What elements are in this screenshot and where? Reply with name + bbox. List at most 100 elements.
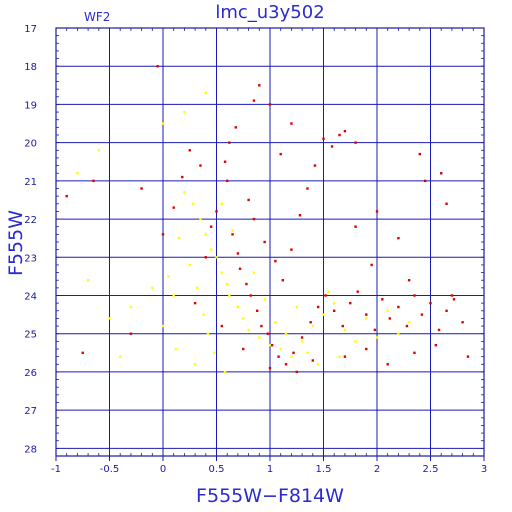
scatter-point <box>356 290 359 293</box>
scatter-point <box>206 332 210 335</box>
scatter-point <box>461 321 464 324</box>
y-tick-label: 25 <box>24 330 37 341</box>
scatter-point <box>370 263 373 267</box>
scatter-point <box>316 305 320 309</box>
scatter-point <box>238 267 242 270</box>
scatter-point <box>220 271 224 274</box>
scatter-point <box>204 256 207 259</box>
scatter-point <box>375 336 379 339</box>
scatter-point <box>213 351 216 355</box>
x-tick-label: 1 <box>267 464 273 475</box>
scatter-point <box>397 332 400 335</box>
grid-lines <box>56 28 484 456</box>
scatter-point <box>397 305 400 309</box>
scatter-point <box>365 347 368 351</box>
scatter-point <box>258 336 261 339</box>
scatter-point <box>268 103 272 106</box>
y-tick-label: 20 <box>24 139 37 150</box>
scatter-point <box>290 355 293 358</box>
x-axis-label: F555W−F814W <box>196 485 344 507</box>
y-tick-label: 28 <box>24 444 37 455</box>
scatter-point <box>300 340 304 343</box>
scatter-point <box>341 324 344 328</box>
scatter-point <box>388 317 392 320</box>
scatter-point <box>196 286 199 290</box>
y-tick-label: 18 <box>24 62 37 73</box>
scatter-point <box>420 313 424 316</box>
x-tick-labels: -1 -0.5 0 0.5 1 1.5 2 2.5 3 <box>51 464 487 475</box>
scatter-point <box>228 294 231 297</box>
scatter-point <box>193 363 197 366</box>
y-tick-label: 21 <box>24 177 37 188</box>
scatter-point <box>279 347 282 351</box>
scatter-point <box>92 179 95 183</box>
scatter-point <box>466 355 470 358</box>
scatter-point <box>322 313 325 316</box>
scatter-point <box>108 317 111 320</box>
scatter-point <box>440 172 443 175</box>
scatter-point <box>156 65 159 68</box>
scatter-point <box>151 286 154 290</box>
scatter-point <box>183 191 186 194</box>
scatter-point <box>274 259 277 263</box>
scatter-point <box>263 298 266 301</box>
scatter-point <box>413 351 416 355</box>
scatter-point <box>407 321 411 324</box>
scatter-point <box>188 263 191 267</box>
scatter-point <box>381 298 384 301</box>
scatter-point <box>386 363 389 366</box>
scatter-point <box>252 99 256 102</box>
scatter-point <box>226 179 229 183</box>
y-tick-label: 23 <box>24 253 37 264</box>
scatter-point <box>290 248 293 251</box>
scatter-point <box>306 187 309 190</box>
scatter-point <box>437 328 441 332</box>
scatter-point <box>231 233 234 236</box>
scatter-point <box>284 363 288 366</box>
scatter-point <box>249 294 252 297</box>
scatter-point <box>129 305 133 309</box>
scatter-point <box>405 324 409 328</box>
scatter-point <box>220 324 224 328</box>
scatter-point <box>445 309 448 312</box>
scatter-point <box>295 370 298 374</box>
scatter-point <box>452 298 456 301</box>
scatter-point <box>252 217 256 221</box>
x-tick-label: -1 <box>51 464 61 475</box>
scatter-point <box>236 305 240 309</box>
scatter-point <box>252 271 256 274</box>
scatter-point <box>330 145 334 148</box>
scatter-point <box>199 164 202 167</box>
scatter-point <box>365 317 368 320</box>
scatter-point <box>397 236 400 240</box>
scatter-point <box>129 332 133 335</box>
scatter-point <box>204 233 207 236</box>
scatter-point <box>343 355 347 358</box>
scatter-point <box>316 363 320 366</box>
scatter-point <box>333 309 336 312</box>
scatter-point <box>354 141 357 144</box>
scatter-point <box>204 91 207 95</box>
scatter-point <box>223 370 227 374</box>
scatter-point <box>274 321 277 324</box>
scatter-point <box>434 343 438 347</box>
axis-ticks <box>55 27 485 461</box>
scatter-point <box>338 133 341 137</box>
x-tick-label: 2.5 <box>423 464 439 475</box>
scatter-point <box>413 294 416 297</box>
scatter-point <box>258 84 261 87</box>
scatter-point <box>327 290 331 293</box>
chip-annotation: WF2 <box>84 10 110 24</box>
scatter-point <box>161 324 165 328</box>
scatter-point <box>349 301 352 305</box>
scatter-point <box>226 282 229 286</box>
scatter-point <box>161 122 165 125</box>
scatter-point <box>199 217 202 221</box>
scatter-point <box>81 351 84 355</box>
scatter-point <box>255 309 259 312</box>
scatter-point <box>119 355 122 358</box>
scatter-point <box>311 324 314 328</box>
scatter-point <box>407 279 411 282</box>
